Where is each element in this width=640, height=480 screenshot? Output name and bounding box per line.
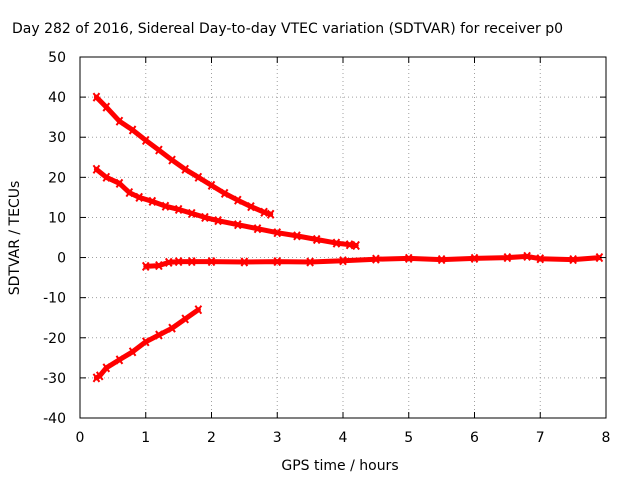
data-point <box>372 254 380 264</box>
data-point <box>181 314 189 324</box>
series-4 <box>92 305 203 383</box>
data-point <box>141 337 150 347</box>
data-point <box>187 208 196 219</box>
tick-layer: 0 1 2 3 4 5 6 7 8 -40 -30 -20 -10 0 10 20 30 40 50 <box>43 50 610 446</box>
data-point <box>234 220 242 230</box>
data-point <box>339 256 347 266</box>
data-point <box>155 330 163 340</box>
data-point <box>345 240 354 250</box>
grid-layer <box>80 57 606 418</box>
data-point <box>115 178 124 188</box>
data-point <box>470 253 479 263</box>
data-point <box>234 195 242 205</box>
data-point <box>569 254 577 265</box>
chart-title: Day 282 of 2016, Sidereal Day-to-day VTE… <box>12 21 563 37</box>
data-point <box>306 257 314 267</box>
data-point <box>161 201 170 211</box>
data-point <box>102 172 111 182</box>
data-point <box>247 202 255 212</box>
data-point <box>148 196 157 206</box>
data-point <box>95 371 104 381</box>
data-point <box>253 224 262 234</box>
y-tick-label: 30 <box>48 130 66 146</box>
data-point <box>273 256 282 267</box>
data-point <box>207 256 216 267</box>
data-point <box>174 256 183 267</box>
data-point <box>273 228 282 238</box>
data-point <box>404 253 413 263</box>
data-point <box>174 204 183 215</box>
data-point <box>523 251 531 261</box>
data-point <box>437 254 446 265</box>
series-3 <box>141 251 604 271</box>
data-point <box>141 261 150 271</box>
data-point <box>92 92 101 102</box>
data-point <box>240 257 249 267</box>
data-point <box>155 260 163 271</box>
data-point <box>168 323 176 333</box>
data-point <box>102 102 111 112</box>
data-point <box>135 192 143 202</box>
data-point <box>164 257 173 267</box>
data-point <box>220 188 229 198</box>
data-point <box>141 135 150 146</box>
x-tick-label: 3 <box>273 430 282 446</box>
data-point <box>352 240 360 251</box>
data-point <box>207 180 216 190</box>
data-point <box>214 216 222 226</box>
data-layer <box>92 92 604 383</box>
data-point <box>102 363 111 373</box>
data-point <box>168 155 176 165</box>
y-tick-label: 10 <box>48 210 66 226</box>
x-tick-label: 0 <box>76 430 85 446</box>
data-point <box>92 164 101 174</box>
series-trace <box>93 307 201 381</box>
x-tick-label: 4 <box>339 430 348 446</box>
x-tick-label: 6 <box>470 430 479 446</box>
data-point <box>201 212 209 223</box>
data-point <box>115 116 124 126</box>
x-tick-label: 8 <box>602 430 611 446</box>
y-tick-label: 50 <box>48 50 66 66</box>
data-point <box>312 234 321 245</box>
data-point <box>125 187 134 198</box>
x-tick-label: 2 <box>207 430 216 446</box>
y-tick-label: -10 <box>43 291 66 307</box>
y-tick-label: -30 <box>43 371 66 387</box>
data-point <box>128 347 137 357</box>
data-point <box>536 254 545 264</box>
data-point <box>260 207 268 217</box>
data-point <box>332 238 341 248</box>
series-1 <box>92 92 275 219</box>
y-axis-label: SDTVAR / TECUs <box>7 181 23 296</box>
x-tick-label: 5 <box>404 430 413 446</box>
data-point <box>194 172 203 182</box>
data-point <box>128 125 137 135</box>
data-point <box>115 355 124 365</box>
y-tick-label: -20 <box>43 331 66 347</box>
data-point <box>266 209 275 219</box>
x-axis-label: GPS time / hours <box>281 458 398 474</box>
series-2 <box>92 164 360 251</box>
x-tick-label: 1 <box>141 430 150 446</box>
data-point <box>595 252 604 263</box>
data-point <box>187 256 196 267</box>
data-point <box>503 252 512 263</box>
x-tick-label: 7 <box>536 430 545 446</box>
y-tick-label: 20 <box>48 170 66 186</box>
data-point <box>155 145 163 155</box>
y-tick-label: 40 <box>48 90 66 106</box>
y-tick-label: 0 <box>57 251 66 267</box>
y-tick-label: -40 <box>43 411 66 427</box>
data-point <box>293 231 301 241</box>
data-point <box>194 305 203 315</box>
data-point <box>181 164 189 174</box>
